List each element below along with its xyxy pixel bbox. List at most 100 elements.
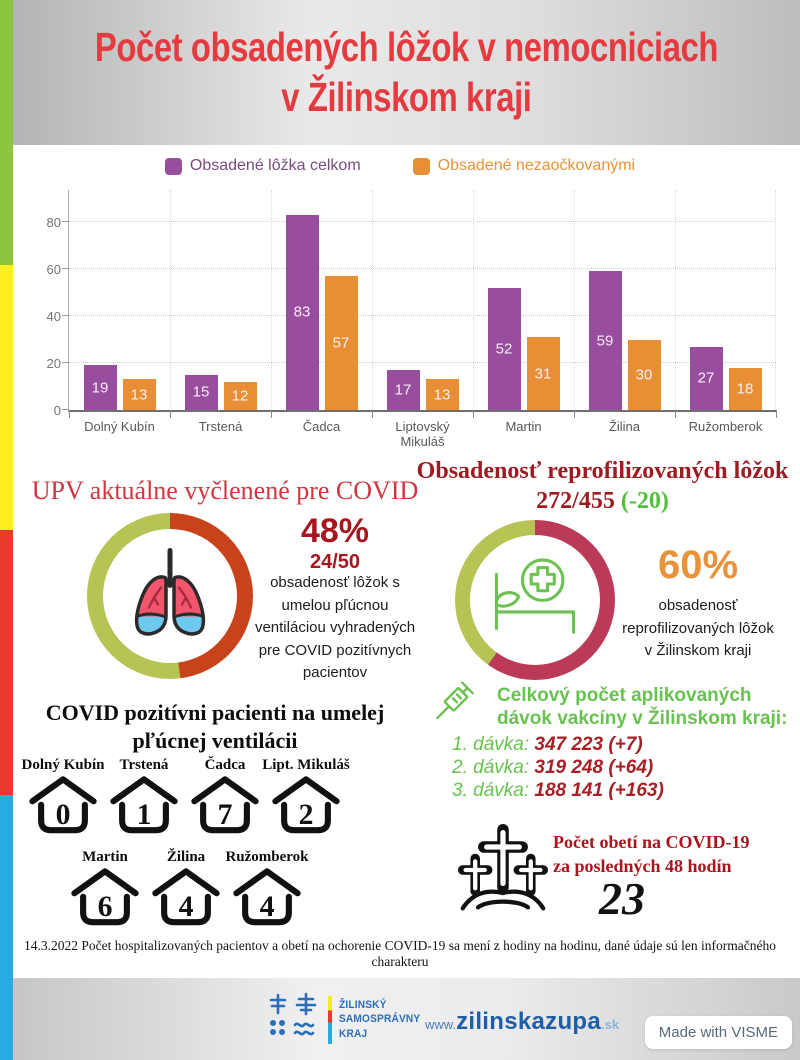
y-axis-label: 0 [53,403,61,418]
house-cell: Martin 6 [67,849,143,935]
house: 1 [109,775,179,843]
ventilated-section-title: COVID pozitívni pacienti na umelej pľúcn… [25,699,405,754]
dose-value: 188 141 (+163) [534,780,664,802]
region-logo: ŽILINSKÝ SAMOSPRÁVNY KRAJ [265,992,427,1047]
bar: 17 [386,370,420,410]
legend-item: Obsadené nezaočkovanými [412,157,636,175]
upv-fraction: 24/50 [309,551,361,573]
legend-swatch-icon [412,157,430,175]
house-city-label: Lipt. Mikuláš [262,757,350,773]
x-axis-label: Trstená [198,419,243,434]
bar-group: 19 13 [69,190,170,410]
deaths-count: 23 [599,873,645,924]
bar-value-label: 52 [495,340,513,358]
house: 2 [271,775,341,843]
bar-value-label: 83 [293,303,311,321]
y-axis-tick [62,362,69,363]
bar: 57 [324,276,358,410]
bar: 52 [487,287,521,410]
syringe-icon [430,680,480,735]
x-axis-label: Dolný Kubín [84,419,155,434]
bar: 27 [689,346,723,410]
house-value: 7 [218,798,233,831]
bar-value-label: 13 [433,386,451,404]
lungs-icon [120,544,220,649]
x-axis-tick [271,410,272,418]
bar: 15 [184,374,218,410]
bar-group: 15 12 [170,190,271,410]
house-value: 2 [299,798,314,831]
reprofiled-percent: 60% [657,543,739,587]
side-color-stripe [0,0,13,1060]
dose-row: 1. dávka: 347 223 (+7) [452,733,664,756]
stripe-segment-3 [0,795,13,1060]
bar: 59 [588,271,622,410]
dose-value: 347 223 (+7) [534,734,643,755]
vaccination-title-line2: dávok vakcíny v Žilinskom kraji: [497,708,788,730]
house-city-label: Žilina [166,849,206,865]
bar-group: 83 57 [271,190,372,410]
bar: 13 [425,379,459,410]
x-axis-tick [69,410,70,418]
x-axis-label: Martin [505,419,542,434]
dose-label: 1. dávka: [452,734,535,755]
bar-value-label: 12 [231,387,249,405]
deaths-title-line1: Počet obetí na COVID-19 [553,832,750,852]
house-value: 0 [56,798,71,831]
house-value: 6 [98,890,113,923]
x-axis-tick [372,410,373,418]
deaths-title: Počet obetí na COVID-19 za posledných 48… [553,830,793,879]
reprofiled-subtitle: 272/455 (-20) [405,488,800,515]
bar: 31 [526,337,560,410]
vertical-gridline [574,190,575,410]
y-axis-label: 20 [46,356,61,371]
upv-donut-chart [87,513,253,679]
house-cell: Dolný Kubín 0 [22,757,104,843]
house-value: 4 [260,890,275,923]
gridline [69,362,776,363]
house-row-2: Martin 6 Žilina 4 Ružomberok 4 [67,849,309,935]
region-logo-pictograms-icon [265,992,321,1047]
y-axis-label: 60 [46,262,61,277]
x-axis-label: Ružomberok [688,419,763,434]
made-with-visme-badge[interactable]: Made with VISME [644,1016,792,1049]
logo-text-line: SAMOSPRÁVNY [339,1013,421,1026]
bar-group: 27 18 [675,190,776,410]
vertical-gridline [775,190,776,410]
website-link[interactable]: www. zilinskazupa .sk [425,1008,619,1036]
house-cell: Trstená 1 [106,757,182,843]
bar-value-label: 27 [697,369,715,387]
house: 6 [70,867,140,935]
bar: 30 [627,339,661,410]
legend-label: Obsadené nezaočkovanými [437,157,636,174]
x-axis-label: Čadca [302,419,341,434]
legend-item: Obsadené lôžka celkom [164,157,361,175]
house-icon: 1 [110,776,178,834]
house-city-label: Ružomberok [225,849,309,865]
gridline [69,315,776,316]
dose-label: 3. dávka: [452,780,535,802]
house-city-label: Martin [82,849,128,865]
house: 4 [232,867,302,935]
reprofiled-donut-chart [455,520,615,680]
bar-value-label: 59 [596,332,614,350]
reprofiled-fraction: 272/455 [536,488,615,514]
bar-value-label: 31 [534,365,552,383]
logo-text-line: ŽILINSKÝ [339,999,387,1012]
vertical-gridline [372,190,373,410]
website-prefix: www. [425,1017,457,1032]
deaths-title-line2: za posledných 48 hodín [553,856,732,877]
upv-percent: 48% [300,512,370,550]
x-axis-tick [574,410,575,418]
y-axis-tick [62,268,69,269]
bar-value-label: 15 [192,383,210,401]
chart-plot-area: 0 20 40 60 80 19 13 Dolný Kubín 15 12 Trstená 83 57 Č… [47,190,777,449]
stripe-segment-1 [0,265,13,530]
vaccination-title-line1: Celkový počet aplikovaných [497,685,752,706]
stripe-segment-2 [0,530,13,795]
bar-value-label: 13 [130,386,148,404]
legend-label: Obsadené lôžka celkom [189,157,361,174]
bar-value-label: 17 [394,381,412,399]
bar: 18 [728,367,762,410]
logo-text: ŽILINSKÝ SAMOSPRÁVNY KRAJ [339,998,420,1041]
